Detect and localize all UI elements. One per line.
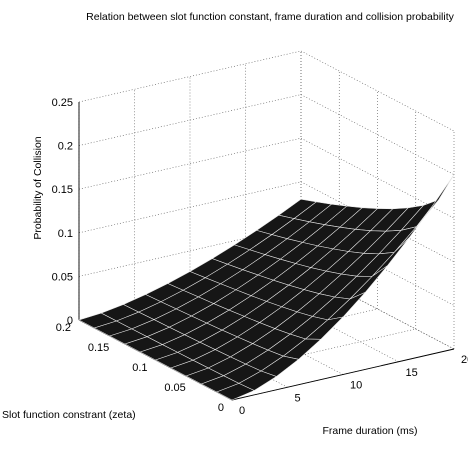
x-tick-label: 10 xyxy=(350,380,362,392)
y-axis-label: Slot function constrant (zeta) xyxy=(2,409,136,421)
tick-labels: 00.050.10.150.20.2500.050.10.150.2051015… xyxy=(52,97,468,417)
y-tick-label: 0.05 xyxy=(164,382,185,394)
y-tick-label: 0.2 xyxy=(56,322,71,334)
x-axis-line xyxy=(231,348,455,401)
x-tick-label: 0 xyxy=(239,405,245,417)
y-tick-label: 0 xyxy=(218,402,224,414)
grid-line xyxy=(78,50,302,103)
grid-line xyxy=(78,94,302,146)
grid-line xyxy=(78,137,302,190)
y-tick-label: 0.15 xyxy=(88,342,109,354)
x-axis-label: Frame duration (ms) xyxy=(322,425,417,437)
z-tick-label: 0 xyxy=(67,315,73,327)
z-tick-label: 0.05 xyxy=(52,271,73,283)
x-tick-label: 15 xyxy=(406,367,418,379)
z-axis-label: Probability of Collision xyxy=(32,136,44,239)
grid-line xyxy=(193,328,416,381)
x-tick-label: 5 xyxy=(295,392,301,404)
surface-patch xyxy=(216,383,255,401)
z-tick-label: 0.15 xyxy=(52,184,73,196)
y-tick-label: 0.1 xyxy=(132,362,147,374)
chart-title: Relation between slot function constant,… xyxy=(86,11,454,23)
grid-line xyxy=(78,181,302,234)
z-tick-label: 0.2 xyxy=(58,141,73,153)
x-tick-label: 20 xyxy=(461,354,468,366)
z-tick-label: 0.25 xyxy=(52,97,73,109)
z-tick-label: 0.1 xyxy=(58,228,73,240)
surface-mesh xyxy=(78,174,455,401)
grid-line xyxy=(300,50,455,132)
